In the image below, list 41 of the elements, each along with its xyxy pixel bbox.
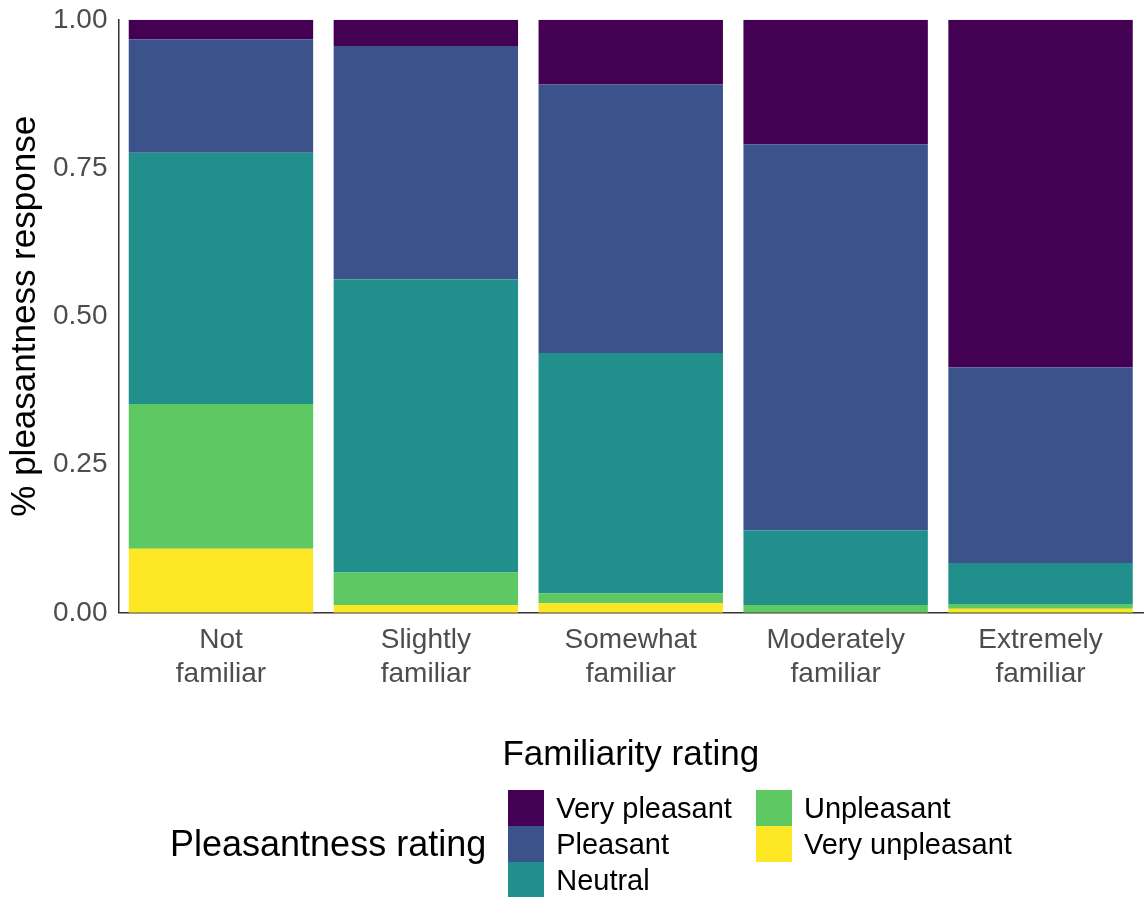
bar	[333, 605, 519, 613]
legend-title: Pleasantness rating	[170, 823, 487, 865]
y-tick-label: 0.75	[53, 150, 108, 182]
bar	[743, 530, 928, 606]
bar	[333, 19, 519, 46]
bar	[333, 279, 519, 573]
bar	[538, 603, 723, 613]
bar	[128, 19, 314, 40]
legend-label: Unpleasant	[803, 791, 951, 825]
x-tick-label: Extremely familiar	[978, 623, 1103, 688]
y-tick-label: 0.25	[53, 447, 108, 479]
bar	[743, 605, 928, 613]
bar	[333, 45, 519, 280]
bar	[948, 603, 1133, 609]
bar	[128, 548, 314, 613]
y-axis-title: % pleasantness response	[2, 115, 42, 517]
bar	[128, 39, 314, 153]
bar	[538, 19, 723, 85]
bar	[948, 562, 1133, 604]
bar	[743, 19, 928, 145]
bar	[948, 367, 1133, 563]
legend-label: Very pleasant	[556, 791, 732, 825]
bar	[333, 572, 519, 606]
x-axis-title: Familiarity rating	[502, 732, 760, 772]
legend-label: Very unpleasant	[803, 827, 1012, 861]
bar	[743, 144, 928, 531]
x-tick-label: Somewhat familiar	[564, 623, 698, 688]
bar	[128, 152, 314, 405]
bar	[538, 353, 723, 594]
x-tick-label: Not familiar	[175, 623, 267, 688]
y-tick-label: 0.50	[53, 299, 108, 331]
x-tick-label: Slightly familiar	[380, 623, 471, 688]
bar	[128, 404, 314, 549]
x-tick-label: Moderately familiar	[766, 623, 905, 688]
y-tick-label: 1.00	[53, 2, 108, 34]
y-tick-label: 0.00	[53, 595, 108, 627]
bar	[538, 593, 723, 604]
bar	[948, 19, 1133, 368]
bar	[538, 84, 723, 354]
legend-label: Pleasant	[556, 827, 670, 861]
legend-label: Neutral	[556, 863, 650, 897]
